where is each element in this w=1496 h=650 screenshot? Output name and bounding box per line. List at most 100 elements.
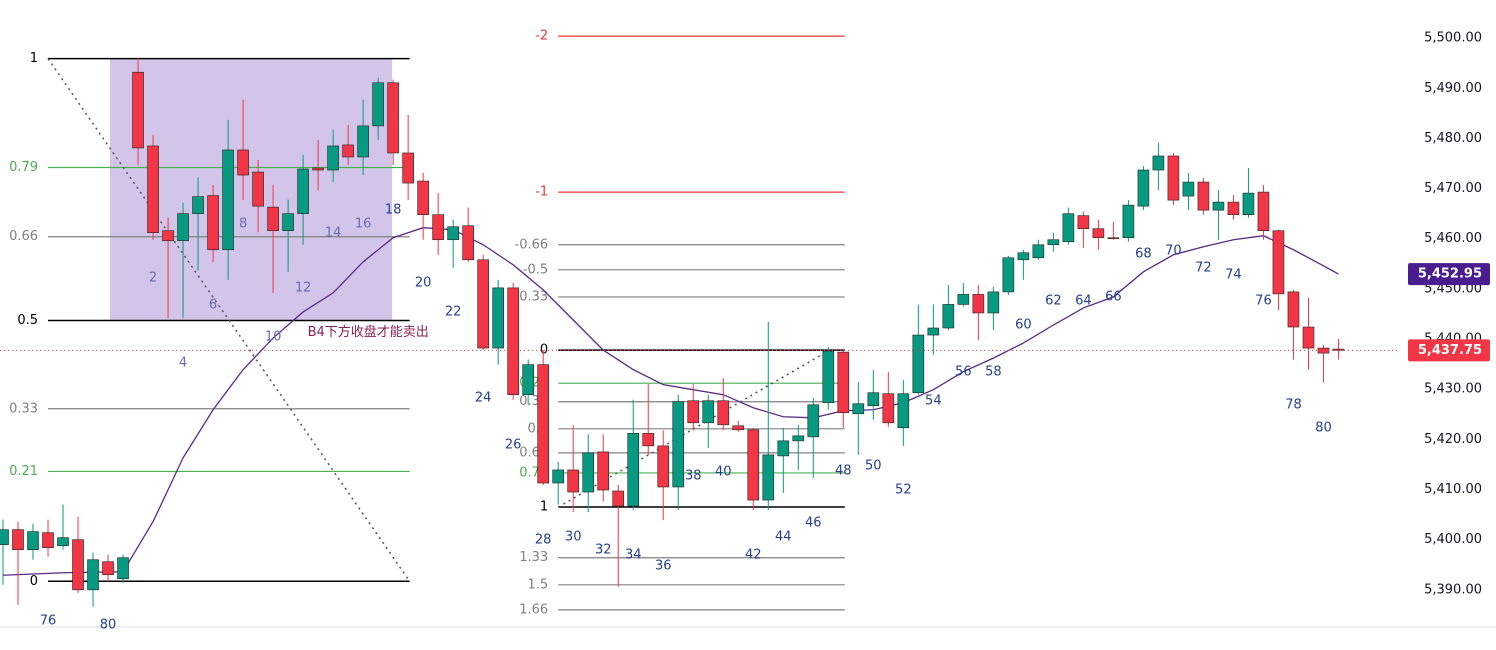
candle-body (1182, 181, 1195, 197)
candle-body (267, 206, 279, 232)
candle-body (1062, 213, 1075, 243)
candle-body (867, 392, 880, 407)
candle-body (852, 403, 865, 415)
candle-body (702, 400, 715, 424)
candle-body (537, 364, 549, 484)
candle-body (12, 529, 24, 550)
bar-number: 78 (1285, 398, 1302, 413)
bar-number: 66 (1105, 290, 1122, 305)
candle-body (747, 429, 760, 501)
candle-body (912, 334, 925, 394)
bar-number: 40 (715, 465, 732, 480)
candle-body (792, 435, 805, 442)
bar-number: 12 (295, 281, 312, 296)
bar-number: 22 (445, 305, 462, 320)
candle-body (147, 145, 159, 234)
bar-number: 34 (625, 548, 642, 563)
bar-number: 26 (505, 438, 522, 453)
candle-body (1122, 204, 1135, 239)
bar-number: 76 (40, 614, 57, 629)
candle-body (927, 327, 940, 336)
candle-body (357, 125, 369, 158)
bar-number: 36 (655, 559, 672, 574)
candle-body (897, 393, 910, 429)
candle-body (642, 433, 655, 447)
bar-number: 28 (535, 533, 552, 548)
candle-body (972, 294, 985, 314)
candle-body (882, 393, 895, 424)
bar-number: 56 (955, 365, 972, 380)
bar-number: 62 (1045, 294, 1062, 309)
candle-body (327, 145, 339, 171)
candle-body (1242, 192, 1255, 215)
fib-label: 0.33 (9, 401, 38, 416)
candle-body (402, 152, 414, 184)
bar-number: 38 (685, 469, 702, 484)
candle-body (117, 557, 129, 580)
bar-number: 76 (1255, 294, 1272, 309)
annotation: B4下方收盘才能卖出 (308, 324, 429, 340)
candle-body (552, 469, 564, 484)
bar-number: 50 (865, 459, 882, 474)
candle-body (687, 400, 700, 424)
candle-body (1287, 291, 1300, 328)
fib-label: 1.5 (528, 577, 549, 592)
fib-label: -0.33 (515, 289, 549, 304)
bar-number: 18 (385, 203, 402, 218)
trendline (557, 349, 831, 508)
bar-number: 72 (1195, 261, 1212, 276)
y-tick-label: 5,470.00 (1424, 181, 1482, 196)
candle-body (1257, 191, 1270, 232)
moving-average (2, 227, 1339, 576)
candle-body (1107, 237, 1120, 240)
bar-number: 64 (1075, 294, 1092, 309)
candle-body (807, 404, 820, 438)
candle-body (387, 82, 399, 154)
candle-body (1152, 155, 1165, 171)
fib-label: -0.5 (523, 262, 548, 277)
fib-label: 0.21 (9, 464, 38, 479)
price-label-box (1408, 339, 1490, 362)
candle-body (57, 537, 69, 546)
fib-label: 0 (30, 574, 38, 589)
candle-body (987, 291, 1000, 314)
fib-label: -0.66 (515, 237, 549, 252)
bar-number: 42 (745, 548, 762, 563)
candle-body (1212, 201, 1225, 211)
bar-number: 68 (1135, 247, 1152, 262)
candle-body (1002, 257, 1015, 293)
bar-number: 20 (415, 276, 432, 291)
candle-body (657, 445, 670, 488)
bar-number: 30 (565, 530, 582, 545)
fib-label: -1 (535, 185, 548, 200)
candle-body (1032, 244, 1045, 259)
fib-label: 1 (540, 500, 548, 515)
candle-body (1092, 228, 1105, 239)
candle-body (297, 168, 309, 214)
bar-number: 44 (775, 530, 792, 545)
bar-number: 74 (1225, 268, 1242, 283)
bar-number: 6 (209, 298, 217, 313)
candle-body (582, 452, 595, 493)
candle-body (207, 195, 219, 251)
bar-number: 24 (475, 391, 492, 406)
price-label-box (1408, 263, 1490, 286)
candle-body (1197, 181, 1210, 211)
trendline (47, 58, 411, 582)
candle-body (627, 433, 640, 507)
candle-body (612, 490, 625, 507)
y-tick-label: 5,400.00 (1424, 532, 1482, 547)
candle-body (162, 230, 174, 242)
candle-body (252, 171, 264, 207)
y-tick-label: 5,450.00 (1424, 281, 1482, 296)
bar-number: 70 (1165, 244, 1182, 259)
candle-body (1167, 155, 1180, 201)
candle-body (1077, 215, 1090, 230)
candle-body (342, 144, 354, 158)
candle-body (732, 425, 745, 431)
bar-number: 8 (239, 217, 247, 232)
fib-label: 1.33 (519, 550, 548, 565)
y-tick-label: 5,390.00 (1424, 582, 1482, 597)
candle-body (1272, 230, 1285, 295)
